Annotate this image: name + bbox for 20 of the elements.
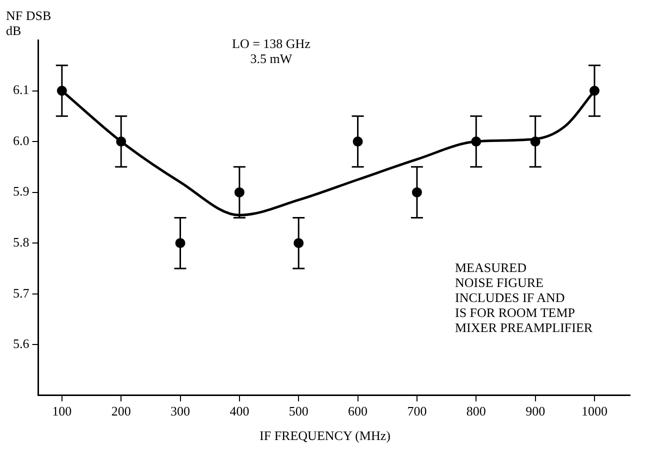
annotation: MEASURED NOISE FIGURE INCLUDES IF AND IS FOR ROOM TEMP MIXER PREAMPLIFIER — [455, 260, 593, 335]
y-tick-label: 5.9 — [13, 184, 30, 199]
x-tick-label: 300 — [170, 404, 190, 419]
y-axis-title: NF DSB dB — [6, 8, 52, 38]
y-tick-label: 5.8 — [13, 234, 30, 250]
x-tick-label: 600 — [348, 404, 368, 419]
x-tick-label: 200 — [111, 404, 131, 419]
x-tick-label: 500 — [288, 404, 308, 419]
y-tick-label: 5.7 — [13, 285, 30, 300]
x-tick-label: 800 — [466, 404, 486, 419]
x-tick-label: 1000 — [581, 404, 608, 419]
x-tick-label: 100 — [52, 404, 72, 419]
x-tick-label: 900 — [526, 404, 546, 419]
y-tick-label: 5.6 — [13, 336, 30, 352]
y-tick-label: 6.1 — [13, 82, 30, 98]
y-tick-label: 6.0 — [13, 132, 30, 148]
annotation: LO = 138 GHz 3.5 mW — [232, 36, 310, 66]
x-axis-title: IF FREQUENCY (MHz) — [258, 428, 392, 444]
x-tick-label: 400 — [230, 404, 250, 419]
x-tick-label: 700 — [407, 404, 427, 419]
